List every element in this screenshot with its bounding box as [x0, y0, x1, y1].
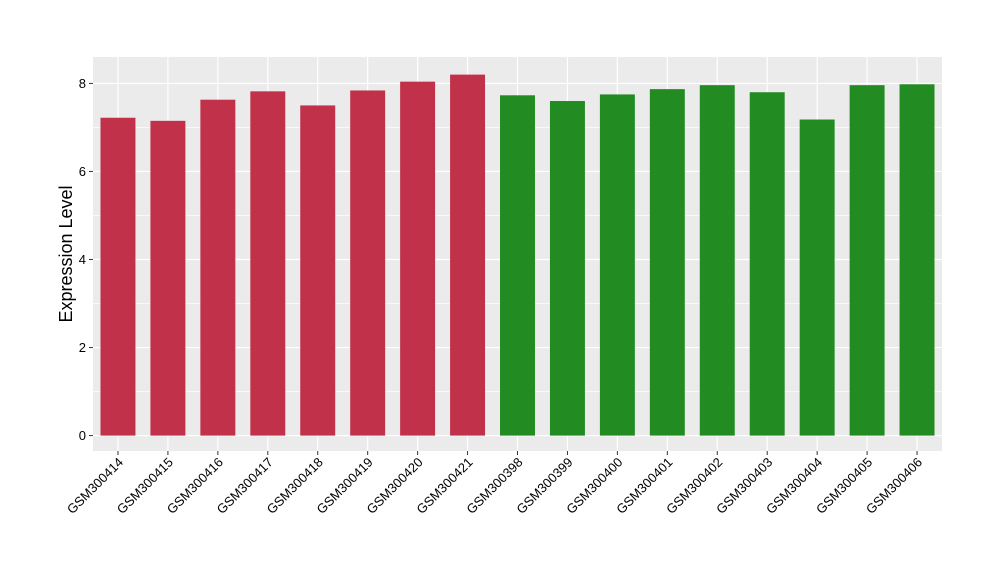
- y-tick-label: 2: [79, 340, 86, 355]
- bar-GSM300403: [749, 92, 785, 436]
- bar-GSM300418: [300, 105, 336, 436]
- bar-GSM300415: [150, 120, 186, 436]
- y-tick-label: 0: [79, 428, 86, 443]
- bar-GSM300401: [649, 89, 685, 436]
- bars: [100, 74, 935, 436]
- bar-GSM300399: [549, 101, 585, 436]
- y-tick-label: 6: [79, 164, 86, 179]
- y-tick-label: 4: [79, 252, 86, 267]
- y-tick-label: 8: [79, 76, 86, 91]
- y-axis: 0 2 4 6 8: [79, 76, 93, 443]
- bar-GSM300404: [799, 119, 835, 436]
- bar-GSM300421: [450, 74, 486, 436]
- bar-GSM300417: [250, 91, 286, 436]
- bar-GSM300405: [849, 85, 885, 436]
- bar-GSM300420: [400, 81, 436, 436]
- bar-GSM300400: [599, 94, 635, 436]
- bar-GSM300402: [699, 85, 735, 436]
- x-axis: GSM300414GSM300415GSM300416GSM300417GSM3…: [64, 451, 925, 517]
- y-axis-title: Expression Level: [56, 185, 76, 322]
- bar-GSM300398: [500, 95, 535, 436]
- bar-GSM300406: [899, 84, 935, 436]
- bar-GSM300416: [200, 99, 236, 436]
- bar-GSM300419: [350, 90, 386, 436]
- bar-GSM300414: [100, 117, 136, 436]
